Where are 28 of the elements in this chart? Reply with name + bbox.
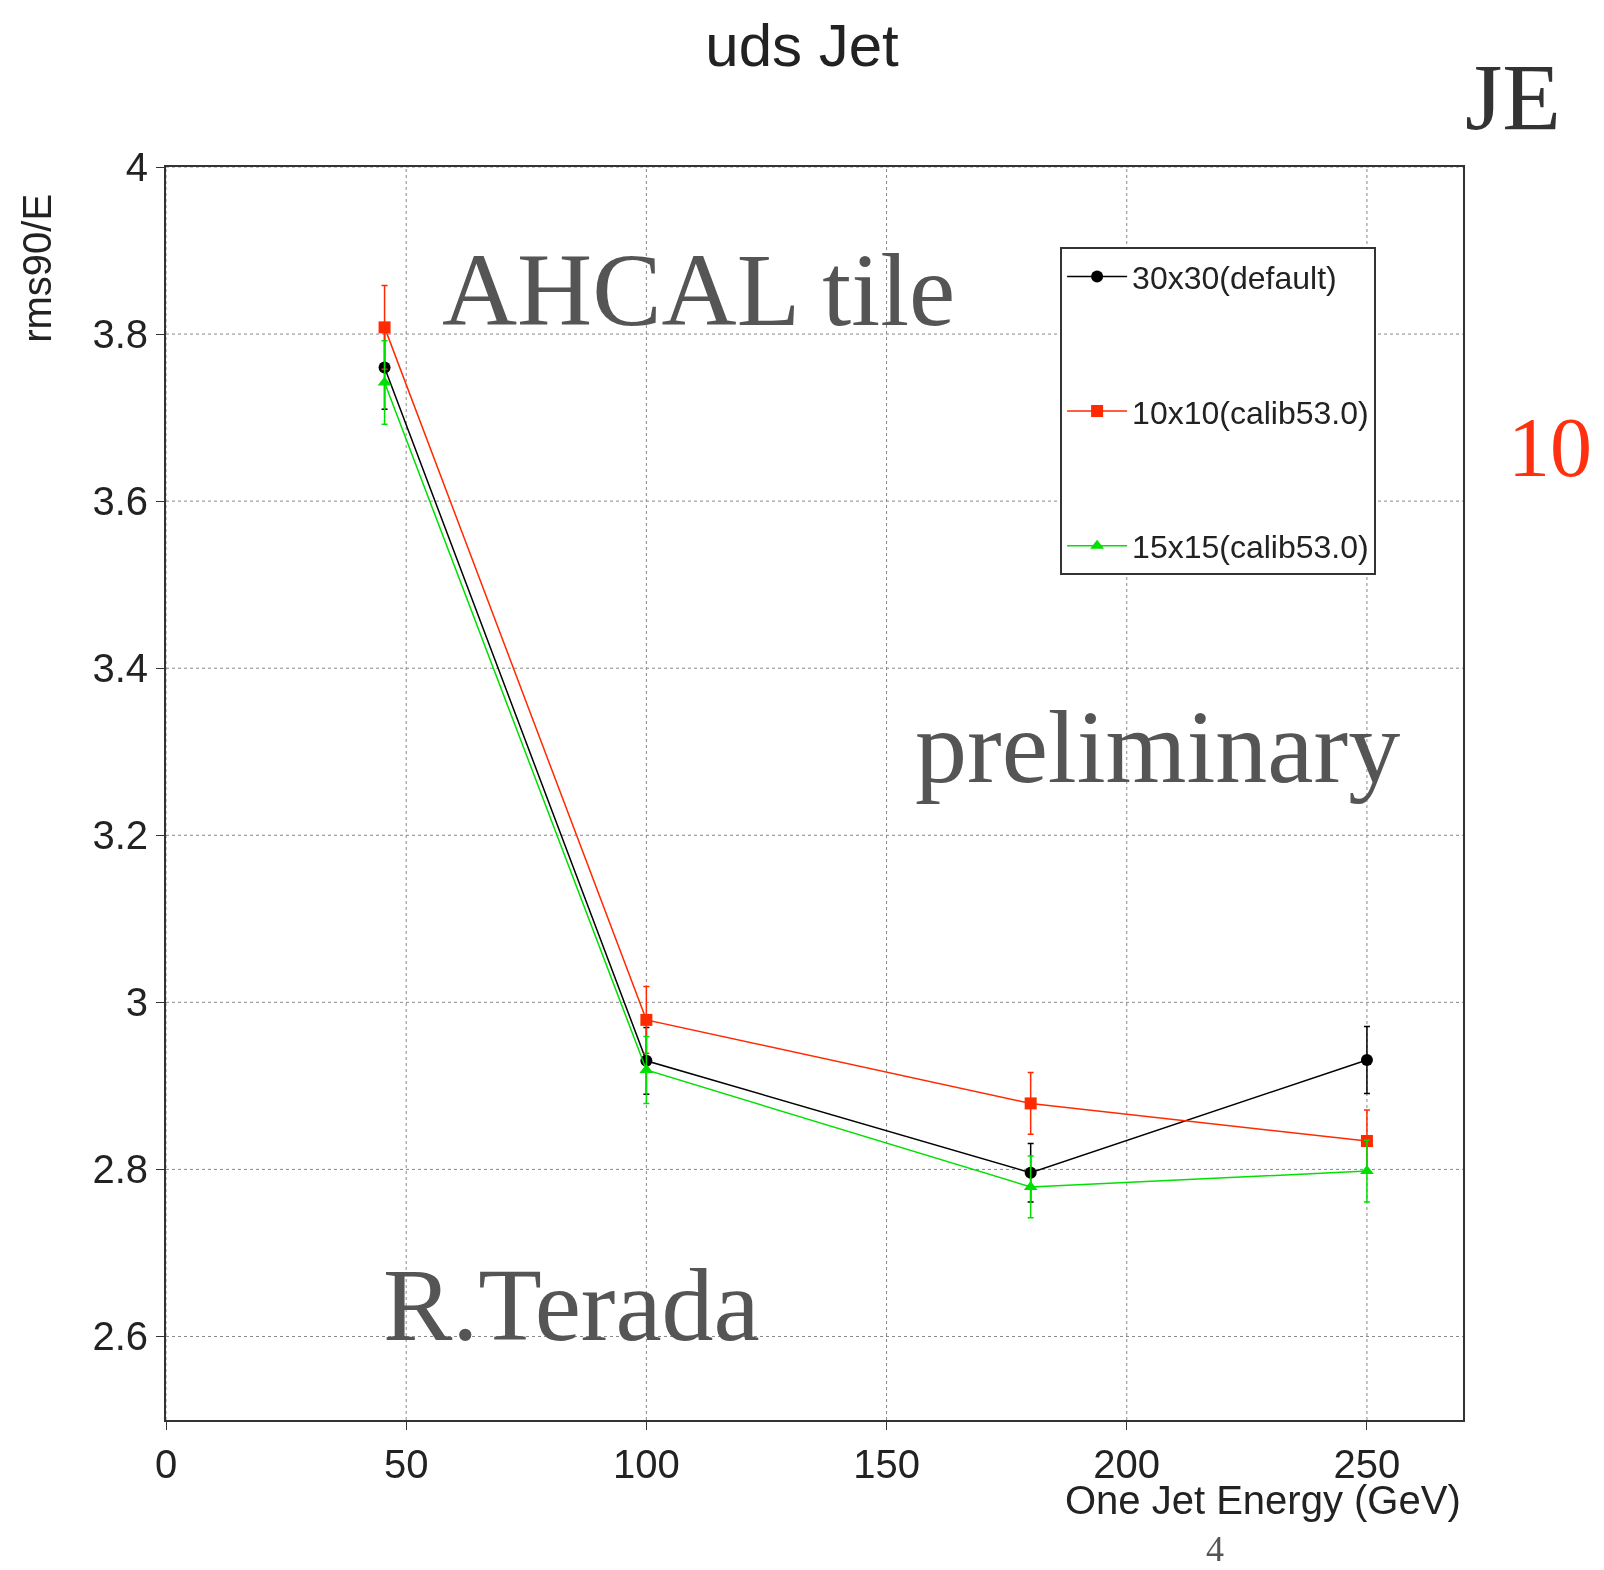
y-axis-title: rms90/E xyxy=(14,193,59,343)
y-tick-label: 3.4 xyxy=(92,646,148,691)
legend-label: 10x10(calib53.0) xyxy=(1132,394,1369,431)
y-tick-label: 3.6 xyxy=(92,479,148,524)
x-tick-label: 150 xyxy=(853,1442,920,1486)
legend-label: 30x30(default) xyxy=(1132,259,1337,296)
y-tick-label: 2.8 xyxy=(92,1147,148,1192)
x-tick-label: 50 xyxy=(383,1442,429,1486)
annotation: AHCAL tile xyxy=(442,232,956,347)
annotation: R.Terada xyxy=(383,1247,760,1362)
point xyxy=(1360,1165,1374,1175)
text: 4 xyxy=(1206,1529,1224,1569)
y-tick-label: 3.8 xyxy=(92,312,148,357)
text: 10 xyxy=(1508,401,1592,494)
y-tick-label: 2.6 xyxy=(92,1314,148,1359)
point xyxy=(1024,1097,1037,1110)
chart-title: uds Jet xyxy=(705,11,900,79)
point xyxy=(1360,1053,1373,1066)
legend-label: 15x15(calib53.0) xyxy=(1132,529,1369,566)
x-tick-label: 0 xyxy=(154,1442,178,1486)
annotation: preliminary xyxy=(915,689,1401,804)
point xyxy=(378,321,391,334)
text: JE xyxy=(1465,44,1561,151)
x-tick-label: 100 xyxy=(612,1442,680,1486)
point xyxy=(640,1013,653,1026)
y-tick-label: 3 xyxy=(125,980,148,1025)
y-tick-label: 3.2 xyxy=(92,813,148,858)
y-tick-label: 4 xyxy=(125,145,148,189)
